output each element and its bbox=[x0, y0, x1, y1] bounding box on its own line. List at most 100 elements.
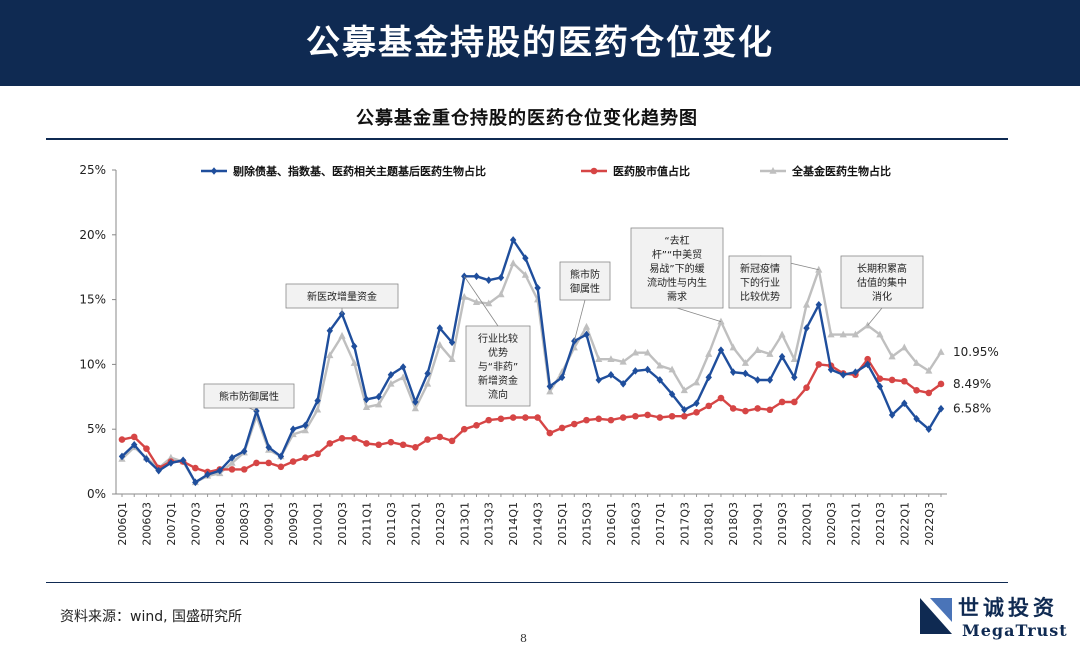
callout-box bbox=[203, 383, 295, 409]
x-tick-label: 2010Q3 bbox=[336, 502, 349, 546]
callout: 熊市防御属性 bbox=[559, 261, 611, 342]
data-point bbox=[925, 366, 933, 374]
data-point bbox=[399, 363, 407, 371]
callout-leader bbox=[573, 299, 586, 342]
data-point bbox=[387, 370, 395, 379]
logo-name-cn: 世诚投资 bbox=[958, 596, 1058, 620]
callout-text: 熊市防御属性 bbox=[219, 390, 279, 403]
data-point bbox=[778, 352, 786, 361]
data-point bbox=[888, 376, 896, 384]
data-point bbox=[595, 355, 603, 363]
data-point bbox=[729, 368, 737, 376]
data-point bbox=[852, 368, 859, 376]
callout-leader bbox=[867, 307, 883, 326]
data-point bbox=[534, 284, 541, 292]
data-point bbox=[399, 373, 407, 381]
x-tick-label: 2008Q1 bbox=[214, 502, 227, 546]
data-point bbox=[583, 416, 590, 424]
data-point bbox=[472, 298, 481, 305]
series-end-label: 6.58% bbox=[953, 402, 991, 416]
data-point bbox=[668, 365, 676, 373]
callout-text: 行业比较 bbox=[478, 332, 518, 345]
data-point bbox=[790, 355, 798, 363]
legend-marker bbox=[769, 167, 777, 174]
callout-box bbox=[728, 255, 792, 309]
callout-text: 流动性与内生 bbox=[647, 276, 707, 289]
data-point bbox=[705, 402, 713, 410]
x-tick-label: 2011Q3 bbox=[385, 502, 398, 546]
x-tick-label: 2009Q1 bbox=[263, 502, 276, 546]
x-tick-label: 2013Q3 bbox=[483, 502, 496, 546]
data-point bbox=[436, 433, 444, 441]
y-tick-label: 0% bbox=[87, 487, 106, 501]
data-point bbox=[241, 447, 248, 456]
data-point bbox=[326, 351, 334, 359]
data-point bbox=[423, 379, 432, 387]
data-point bbox=[485, 299, 493, 307]
x-tick-label: 2017Q1 bbox=[654, 502, 667, 546]
x-tick-label: 2006Q1 bbox=[116, 502, 129, 546]
data-point bbox=[754, 376, 761, 384]
callout-text: 新冠疫情 bbox=[740, 262, 780, 275]
data-point bbox=[314, 396, 321, 405]
data-point bbox=[130, 433, 138, 441]
data-point bbox=[387, 379, 395, 387]
callout-box bbox=[559, 261, 611, 301]
data-point bbox=[362, 403, 371, 410]
title-divider bbox=[46, 138, 1008, 140]
legend-item: 医药股市值占比 bbox=[581, 164, 690, 178]
x-tick-label: 2009Q3 bbox=[287, 502, 300, 546]
x-tick-label: 2007Q3 bbox=[189, 502, 202, 546]
data-point bbox=[815, 300, 822, 309]
data-point bbox=[521, 270, 529, 278]
data-point bbox=[118, 452, 126, 461]
data-point bbox=[546, 387, 554, 395]
x-tick-label: 2019Q1 bbox=[752, 502, 765, 546]
data-point bbox=[167, 459, 175, 467]
y-tick-label: 5% bbox=[87, 422, 106, 436]
data-point bbox=[742, 369, 749, 378]
data-point bbox=[791, 373, 798, 382]
x-tick-label: 2018Q1 bbox=[703, 502, 716, 546]
data-point bbox=[326, 440, 334, 447]
data-point bbox=[558, 424, 566, 432]
x-tick-label: 2020Q3 bbox=[825, 502, 838, 546]
data-point bbox=[705, 350, 713, 357]
x-tick-label: 2021Q1 bbox=[849, 502, 862, 546]
x-tick-label: 2010Q1 bbox=[312, 502, 325, 546]
x-tick-label: 2014Q1 bbox=[507, 502, 520, 546]
callout-text: 流向 bbox=[488, 388, 508, 401]
data-point bbox=[485, 416, 493, 424]
data-point bbox=[301, 426, 309, 434]
data-point bbox=[595, 376, 602, 384]
data-point bbox=[265, 459, 272, 467]
data-point bbox=[619, 380, 627, 388]
data-point bbox=[619, 414, 627, 421]
data-point bbox=[326, 326, 334, 335]
data-point bbox=[522, 414, 529, 421]
data-point bbox=[228, 458, 236, 466]
data-point bbox=[901, 399, 908, 408]
data-point bbox=[253, 459, 260, 467]
data-point bbox=[302, 454, 309, 462]
callout-leader bbox=[248, 407, 257, 412]
data-point bbox=[876, 375, 884, 382]
x-tick-label: 2016Q3 bbox=[629, 502, 642, 546]
data-point bbox=[143, 455, 150, 463]
y-tick-label: 25% bbox=[79, 163, 106, 177]
data-point bbox=[729, 343, 737, 351]
data-point bbox=[497, 290, 505, 298]
data-point bbox=[925, 425, 932, 433]
data-point bbox=[497, 415, 505, 423]
data-point bbox=[571, 337, 578, 345]
data-point bbox=[350, 359, 358, 366]
data-point bbox=[778, 398, 786, 406]
data-point bbox=[815, 361, 823, 368]
x-tick-label: 2022Q1 bbox=[898, 502, 911, 546]
legend-label: 全基金医药生物占比 bbox=[791, 164, 891, 178]
data-point bbox=[509, 414, 517, 421]
data-point bbox=[192, 478, 199, 487]
data-point bbox=[632, 367, 639, 375]
data-point bbox=[656, 376, 664, 384]
legend-label: 剔除债基、指数基、医药相关主题基后医药生物占比 bbox=[232, 164, 486, 178]
